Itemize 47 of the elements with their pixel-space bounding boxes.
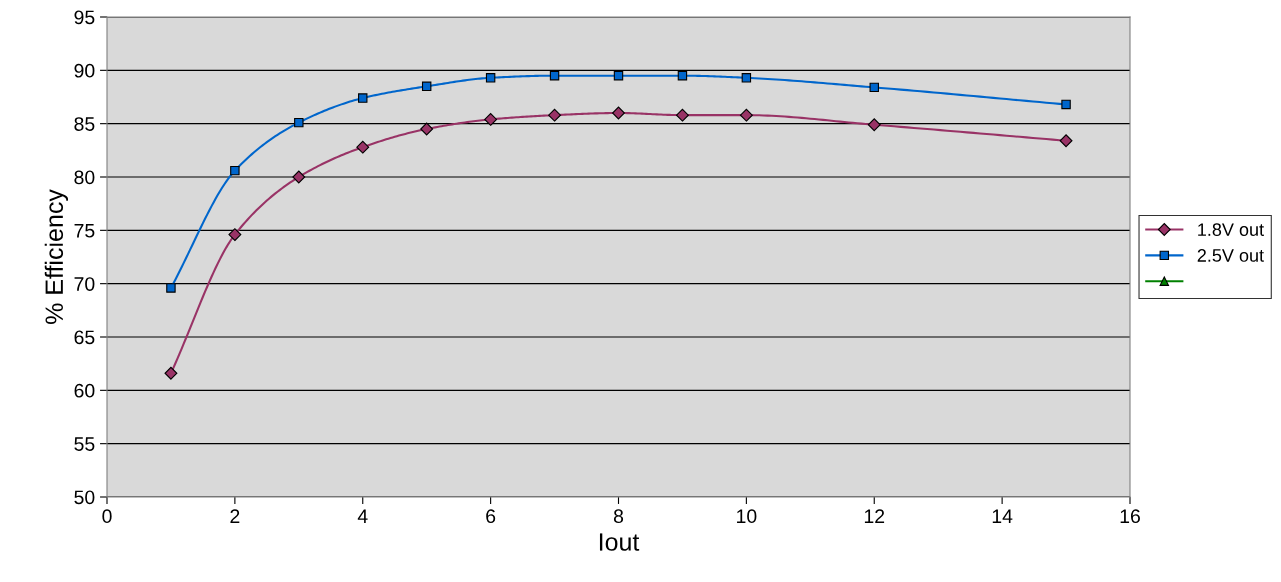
y-tick-label: 90 (74, 63, 95, 78)
y-tick-label: 70 (74, 277, 95, 291)
y-tick-label: 60 (74, 383, 95, 398)
point (739, 108, 753, 122)
point (612, 106, 625, 120)
point (867, 118, 881, 132)
y-tick-label: 85 (74, 117, 95, 131)
point (164, 366, 178, 380)
point (549, 70, 560, 81)
point (230, 165, 240, 176)
x-tick-label: 14 (992, 509, 1013, 523)
x-axis-title: Iout (599, 533, 640, 551)
y-tick-label: 50 (74, 490, 95, 505)
point (1061, 99, 1071, 110)
y-tick-label: 75 (74, 224, 95, 238)
point (358, 93, 368, 103)
point (421, 81, 432, 92)
x-tick-label: 8 (613, 509, 624, 524)
x-tick-label: 4 (357, 509, 368, 523)
point (356, 140, 370, 154)
x-tick-label: 16 (1120, 509, 1140, 524)
point (741, 73, 752, 83)
y-tick-label: 80 (74, 170, 95, 185)
y-tick-label: 55 (74, 437, 95, 451)
x-tick-label: 10 (737, 509, 757, 524)
legend-label: 1.8V out (1198, 223, 1264, 236)
point (613, 70, 624, 81)
point (675, 108, 689, 122)
x-tick-label: 6 (486, 509, 496, 524)
x-tick-label: 0 (102, 509, 112, 524)
point (485, 73, 496, 83)
point (294, 117, 304, 128)
x-tick-label: 12 (864, 509, 885, 523)
point (548, 108, 562, 122)
y-tick-label: 95 (74, 10, 95, 25)
point (1059, 134, 1073, 148)
point (292, 170, 306, 184)
x-tick-label: 2 (230, 509, 240, 523)
point (677, 70, 688, 81)
y-axis-title: % Efficiency (44, 189, 69, 324)
point (420, 122, 434, 136)
y-tick-label: 65 (74, 330, 95, 345)
point (869, 82, 879, 93)
point (484, 112, 498, 126)
point (166, 283, 176, 293)
point (228, 228, 242, 242)
legend-label: 2.5V out (1197, 249, 1264, 262)
